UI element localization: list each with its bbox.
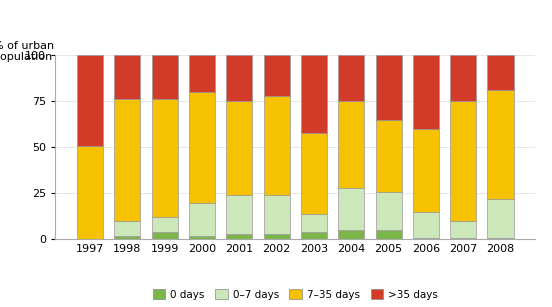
Bar [114,99,140,221]
Bar [264,96,290,195]
Bar [152,232,178,239]
Bar [264,55,290,96]
Bar [152,217,178,232]
Legend: 0 days, 0–7 days, 7–35 days, >35 days: 0 days, 0–7 days, 7–35 days, >35 days [148,285,442,304]
Bar [226,101,252,195]
Bar [301,55,327,133]
Bar [189,236,215,239]
Bar [189,203,215,236]
Bar [77,146,103,239]
Bar [338,230,364,239]
Bar [301,232,327,239]
Bar [301,214,327,232]
Bar [338,188,364,230]
Bar [413,129,439,212]
Bar [487,55,513,90]
Bar [375,230,402,239]
Bar [487,199,513,238]
Bar [226,234,252,239]
Bar [413,212,439,238]
Bar [375,120,402,192]
Bar [450,238,476,239]
Bar [114,236,140,239]
Bar [264,234,290,239]
Bar [189,92,215,203]
Bar [226,195,252,234]
Bar [77,55,103,146]
Bar [450,101,476,221]
Bar [487,238,513,239]
Bar [375,192,402,230]
Bar [487,90,513,199]
Bar [114,55,140,99]
Bar [450,221,476,238]
Bar [301,133,327,214]
Bar [152,55,178,99]
Bar [152,99,178,217]
Text: % of urban
population: % of urban population [0,41,54,62]
Bar [413,55,439,129]
Bar [189,55,215,92]
Bar [264,195,290,234]
Bar [114,221,140,236]
Bar [375,55,402,120]
Bar [338,55,364,101]
Bar [450,55,476,101]
Bar [413,238,439,239]
Bar [226,55,252,101]
Bar [338,101,364,188]
